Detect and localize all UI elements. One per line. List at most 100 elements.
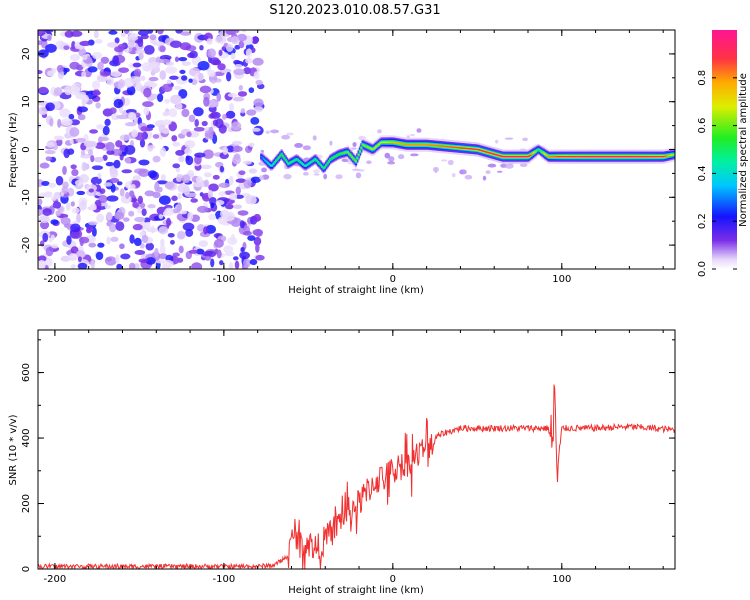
trace-segment [521,155,524,158]
trace-segment [356,157,359,159]
noise-speckle [69,53,81,62]
colorbar: 0.0 0.2 0.4 0.6 0.8 Normalized spectral ampl… [697,30,749,277]
noise-speckle [193,107,204,117]
trace-segment [621,155,624,158]
noise-speckle [232,96,245,102]
trace-segment [534,150,537,153]
trace-segment [660,155,663,158]
trace-segment [295,158,298,160]
noise-speckle [130,183,136,190]
trace-segment [460,147,463,149]
trace-segment [472,148,475,150]
trace-segment [271,164,274,167]
noise-speckle [230,36,240,45]
trace-segment [344,151,347,154]
trace-segment [350,156,353,158]
trace-segment [541,151,544,154]
noise-speckle [111,113,120,121]
trace-segment [494,153,497,156]
noise-speckle [261,167,267,173]
noise-speckle [140,34,149,40]
noise-speckle [39,162,50,169]
noise-speckle [50,219,59,225]
trace-segment [561,155,564,158]
trace-segment [312,159,316,161]
noise-speckle [38,30,46,37]
noise-speckle [194,119,199,127]
noise-speckle [208,213,217,221]
noise-speckle [42,232,49,243]
noise-speckle [235,186,241,195]
noise-speckle [487,163,497,168]
trace-segment [427,144,431,146]
noise-speckle [236,33,247,42]
noise-speckle [80,149,86,156]
noise-speckle [69,127,80,137]
trace-segment [511,155,514,158]
noise-speckle [79,236,84,247]
noise-speckle [61,185,68,194]
trace-segment [491,153,494,155]
noise-speckle [251,37,259,45]
noise-speckle [41,180,50,187]
noise-speckle [44,191,53,198]
noise-speckle [76,213,81,224]
y-tick-label: 600 [21,363,32,382]
noise-speckle [215,200,225,206]
noise-speckle [128,262,136,269]
noise-speckle [218,49,223,56]
noise-speckle [92,51,103,60]
trace-segment [410,144,413,146]
noise-speckle [175,149,185,156]
y-tick-label: -10 [21,189,32,205]
trace-segment [476,148,479,151]
trace-segment [479,149,482,151]
noise-speckle [152,191,161,199]
noise-speckle [154,247,159,258]
y-tick-label: 0 [21,566,32,572]
noise-speckle [519,163,528,168]
noise-speckle [140,126,149,132]
noise-speckle [231,140,243,146]
trace-segment [598,155,601,158]
trace-segment [623,155,627,158]
noise-speckle [238,85,243,91]
noise-speckle [229,193,238,201]
noise-speckle [134,250,146,256]
trace-segment [564,155,567,158]
trace-segment [525,155,528,158]
trace-segment [444,145,447,148]
trace-segment [317,161,320,163]
trace-segment [496,154,499,156]
noise-speckle [188,114,196,123]
trace-segment [453,146,456,149]
trace-segment [542,152,545,155]
trace-segment [592,155,595,158]
trace-segment [571,155,574,158]
noise-speckle [70,83,82,93]
noise-speckle [138,53,144,60]
noise-speckle [71,207,80,214]
noise-speckle [387,161,396,165]
noise-speckle [208,183,219,192]
noise-speckle [50,234,55,241]
x-tick-label: -200 [44,274,67,285]
noise-speckle [225,30,236,35]
noise-speckle [208,105,217,113]
trace-segment [550,155,554,158]
noise-speckle [495,139,499,144]
noise-speckle [108,223,117,233]
noise-speckle [137,38,144,48]
trace-segment [546,155,549,157]
noise-speckle [200,164,212,170]
trace-segment [565,155,568,158]
noise-speckle [159,244,166,255]
noise-speckle [169,75,179,80]
noise-speckle [139,138,146,148]
noise-speckle [59,108,71,118]
noise-speckle [69,61,80,70]
trace-segment [279,155,282,157]
noise-speckle [53,135,64,141]
trace-segment [273,161,276,163]
